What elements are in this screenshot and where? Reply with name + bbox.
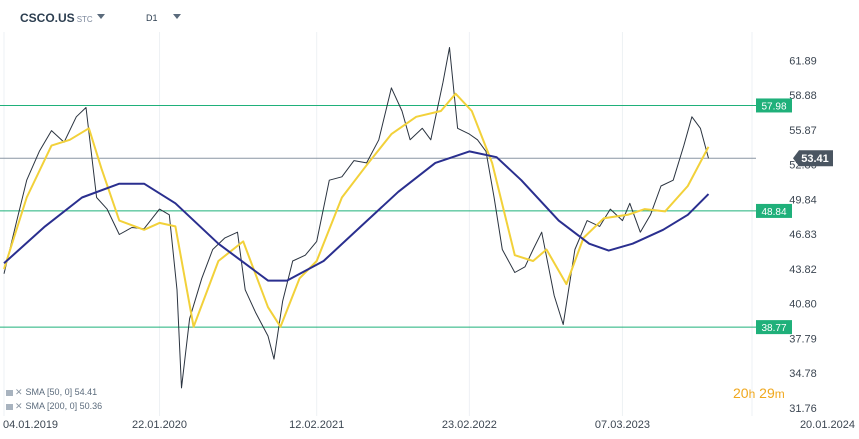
timer-hours: 20 (733, 385, 749, 401)
level-tag-label: 38.77 (761, 323, 786, 334)
level-tag (756, 320, 792, 335)
y-tick-label: 55.87 (789, 125, 817, 137)
candle-countdown: 20h 29m (733, 385, 785, 401)
horizontal-levels (0, 104, 756, 328)
x-tick-label: 20.01.2024 (800, 419, 855, 431)
x-tick-label: 07.03.2023 (595, 419, 650, 431)
current-price-label: 53.41 (801, 153, 829, 165)
indicator-label: SMA [50, 0] 54.41 (25, 387, 98, 397)
symbol-label: CSCO.US (20, 11, 75, 25)
x-tick-label: 22.01.2020 (132, 419, 187, 431)
chevron-down-icon[interactable] (173, 14, 181, 19)
level-tag-label: 48.84 (761, 207, 786, 218)
timer-minutes: 29 (759, 385, 775, 401)
x-tick-label: 23.02.2022 (442, 419, 497, 431)
y-tick-label: 49.84 (789, 194, 817, 206)
x-tick-label: 04.01.2019 (3, 419, 58, 431)
level-tag (756, 203, 792, 218)
sma200-series (3, 150, 710, 282)
indicator-legend-sma50[interactable]: ✕ SMA [50, 0] 54.41 (6, 387, 97, 398)
x-tick-label: 12.02.2021 (289, 419, 344, 431)
indicator-icon (6, 389, 13, 396)
y-tick-label: 61.89 (789, 55, 817, 67)
level-tags: 57.98 48.84 38.77 53.41 (756, 98, 833, 335)
y-tick-label: 40.80 (789, 299, 817, 311)
chevron-down-icon[interactable] (97, 14, 105, 19)
y-tick-label: 43.82 (789, 264, 817, 276)
y-tick-label: 34.78 (789, 368, 817, 380)
level-tag-label: 57.98 (761, 101, 786, 112)
indicator-label: SMA [200, 0] 50.36 (25, 401, 103, 411)
chart-toolbar: CSCO.US STC D1 (0, 0, 859, 34)
y-axis: 61.8958.8855.8752.8649.8446.8343.8240.80… (789, 55, 817, 415)
close-icon[interactable]: ✕ (15, 387, 23, 397)
indicator-legend-sma200[interactable]: ✕ SMA [200, 0] 50.36 (6, 401, 102, 412)
timer-hours-unit: h (748, 387, 756, 401)
market-label: STC (76, 15, 93, 24)
indicator-icon (6, 403, 13, 410)
y-tick-label: 31.76 (789, 403, 817, 415)
sma50-series (3, 92, 710, 328)
x-grid (3, 32, 753, 416)
timer-minutes-unit: m (774, 387, 785, 401)
close-icon[interactable]: ✕ (15, 401, 23, 411)
current-price-tag (793, 150, 833, 167)
timeframe-selector[interactable]: D1 (146, 13, 158, 23)
y-tick-label: 46.83 (789, 229, 817, 241)
chart-series (3, 47, 710, 389)
x-axis: 04.01.2019 22.01.2020 12.02.2021 23.02.2022… (3, 419, 855, 431)
level-tag (756, 98, 792, 113)
y-tick-label: 58.88 (789, 90, 817, 102)
price-series (3, 47, 709, 389)
y-tick-label: 37.79 (789, 333, 817, 345)
symbol-selector[interactable]: CSCO.US STC (20, 11, 93, 25)
